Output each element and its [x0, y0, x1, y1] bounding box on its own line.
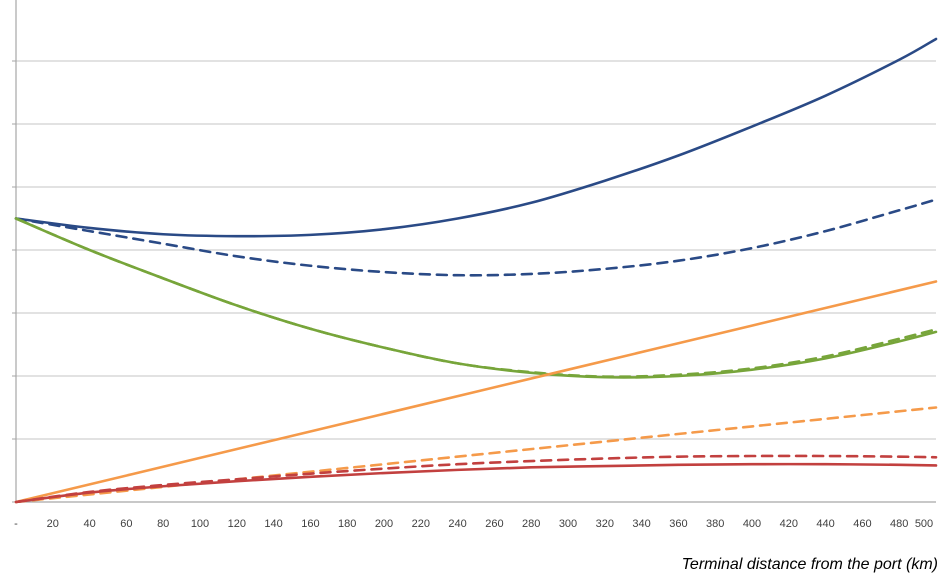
series-line-blue-solid: [14, 37, 938, 238]
x-tick-label: 300: [559, 518, 577, 530]
x-axis-label: Terminal distance from the port (km): [681, 556, 938, 573]
x-tick-label: 140: [264, 518, 282, 530]
x-tick-label: 360: [669, 518, 687, 530]
x-tick-label: 320: [596, 518, 614, 530]
x-tick-label: -: [14, 518, 18, 530]
x-tick-label: 120: [228, 518, 246, 530]
axes: [12, 0, 936, 503]
x-tick-label: 260: [485, 518, 503, 530]
x-tick-label: 200: [375, 518, 393, 530]
series-lines: [14, 37, 938, 504]
x-tick-label: 460: [853, 518, 871, 530]
x-tick-label: 280: [522, 518, 540, 530]
x-tick-label: 480: [890, 518, 908, 530]
series-line-blue-dashed: [14, 198, 938, 277]
x-tick-label: 500: [915, 518, 933, 530]
x-tick-label: 340: [632, 518, 650, 530]
x-tick-label: 20: [47, 518, 59, 530]
series-line-red-solid: [14, 462, 938, 504]
x-tick-label: 80: [157, 518, 169, 530]
x-tick-label: 220: [412, 518, 430, 530]
x-tick-label: 180: [338, 518, 356, 530]
x-tick-labels: - 20 40 60 80 100 120 140 160 180 200 220 240 260 280 3…: [14, 518, 933, 530]
x-tick-label: 160: [301, 518, 319, 530]
x-tick-label: 60: [120, 518, 132, 530]
x-tick-label: 400: [743, 518, 761, 530]
grid-lines: [16, 60, 936, 440]
x-tick-label: 420: [780, 518, 798, 530]
x-tick-label: 40: [83, 518, 95, 530]
series-line-orange-solid: [14, 280, 938, 504]
x-tick-label: 440: [816, 518, 834, 530]
x-tick-label: 380: [706, 518, 724, 530]
x-tick-label: 100: [191, 518, 209, 530]
series-line-green-dashed: [14, 217, 938, 379]
series-line-red-dashed: [14, 454, 938, 504]
x-tick-label: 240: [448, 518, 466, 530]
